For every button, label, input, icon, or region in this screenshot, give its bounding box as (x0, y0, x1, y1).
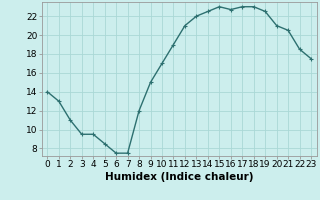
X-axis label: Humidex (Indice chaleur): Humidex (Indice chaleur) (105, 172, 253, 182)
